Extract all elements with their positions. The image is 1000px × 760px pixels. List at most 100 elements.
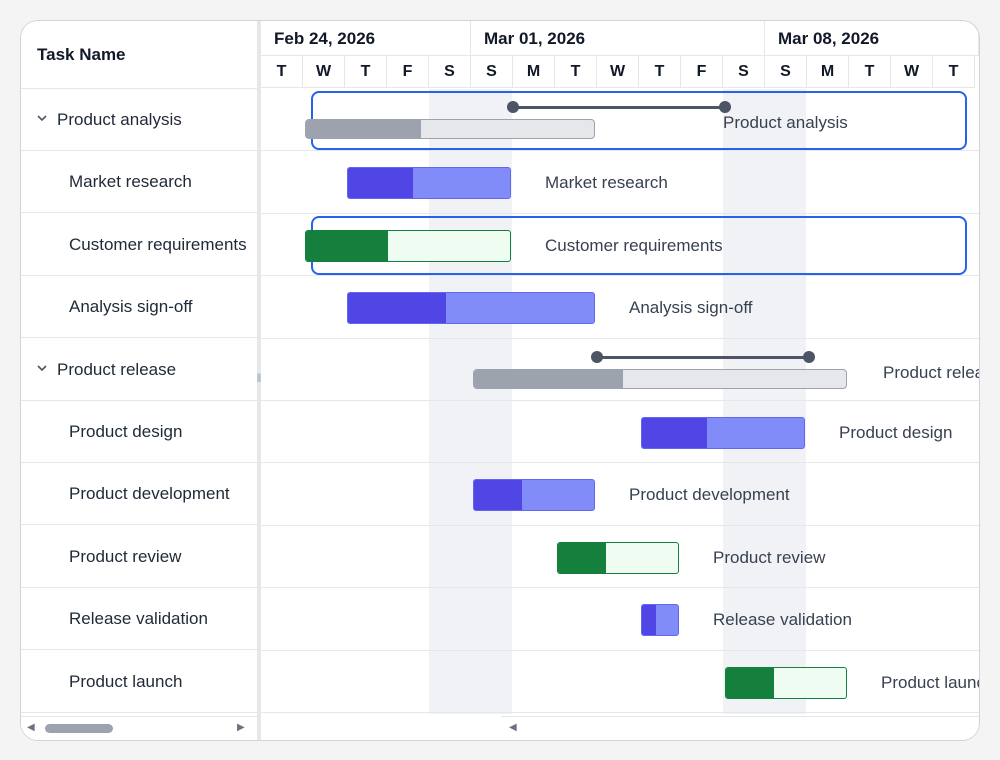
baseline-endpoint[interactable] [507, 101, 519, 113]
task-name: Customer requirements [69, 234, 247, 254]
day-header: S [471, 56, 513, 88]
baseline-endpoint[interactable] [719, 101, 731, 113]
progress-fill [558, 542, 606, 573]
chart-scroll-left-arrow-icon[interactable]: ◀ [509, 722, 517, 733]
chevron-down-icon[interactable] [35, 111, 49, 125]
task-bar-label: Product launch [881, 672, 979, 692]
task-name: Product design [69, 422, 183, 441]
day-header: W [891, 56, 933, 88]
baseline-endpoint[interactable] [591, 350, 603, 363]
progress-fill [474, 480, 522, 511]
progress-fill [642, 605, 657, 636]
task-bar-label: Release validation [713, 610, 852, 630]
row-divider [261, 150, 979, 152]
scroll-left-arrow-icon[interactable]: ◀ [27, 722, 35, 733]
task-bar-label: Product analysis [723, 113, 848, 132]
week-header: Feb 24, 2026 [261, 21, 471, 55]
task-row[interactable]: Customer requirements [21, 214, 257, 276]
summary-bar[interactable] [305, 119, 595, 139]
progress-fill [726, 667, 774, 698]
day-header: M [807, 56, 849, 88]
task-bar-label: Analysis sign-off [629, 298, 753, 318]
task-bar[interactable] [725, 666, 847, 699]
row-divider [261, 649, 979, 651]
progress-fill [474, 369, 623, 388]
day-header: W [597, 56, 639, 88]
week-header: Mar 08, 2026 [765, 21, 979, 55]
task-bar-label: Product development [629, 485, 790, 505]
task-bar[interactable] [557, 541, 679, 574]
task-bar-label: Product review [713, 547, 826, 567]
task-name: Release validation [69, 609, 208, 629]
chevron-down-icon[interactable] [35, 361, 49, 375]
task-row[interactable]: Product design [21, 401, 257, 463]
progress-fill [642, 418, 707, 448]
scroll-right-arrow-icon[interactable]: ▶ [237, 722, 245, 733]
task-row[interactable]: Release validation [21, 588, 257, 651]
task-row[interactable]: Product review [21, 526, 257, 588]
progress-fill [306, 230, 388, 261]
grid-horizontal-scrollbar[interactable]: ◀ ▶ [21, 716, 257, 740]
summary-bar[interactable] [473, 368, 847, 389]
task-row[interactable]: Product launch [21, 651, 257, 713]
task-bar[interactable] [641, 417, 805, 449]
day-header: F [387, 56, 429, 88]
task-row[interactable]: Market research [21, 151, 257, 214]
progress-fill [306, 120, 422, 138]
row-divider [261, 462, 979, 464]
task-row[interactable]: Product development [21, 463, 257, 526]
day-header: T [849, 56, 891, 88]
baseline-endpoint[interactable] [803, 350, 815, 363]
progress-fill [348, 168, 413, 199]
task-name: Product launch [69, 671, 183, 691]
day-header: T [345, 56, 387, 88]
weekend-shading [723, 89, 806, 714]
task-name: Product review [69, 546, 182, 566]
task-grid: Task Name Product analysis Market researc… [21, 21, 257, 740]
timeline-week-header [261, 21, 979, 56]
task-name: Product development [69, 484, 230, 504]
row-divider [261, 524, 979, 526]
chart-horizontal-scrollbar[interactable]: ◀ ▶ [501, 716, 979, 740]
day-header: S [429, 56, 471, 88]
summary-row[interactable]: Product release [21, 339, 257, 401]
day-header: F [681, 56, 723, 88]
day-header: T [933, 56, 975, 88]
task-name: Market research [69, 172, 192, 192]
row-divider [261, 337, 979, 339]
day-header: W [303, 56, 345, 88]
summary-row[interactable]: Product analysis [21, 89, 257, 151]
task-bar[interactable] [641, 604, 679, 637]
baseline-line [513, 106, 725, 109]
day-header: S [723, 56, 765, 88]
grid-scrollbar-thumb[interactable] [45, 724, 113, 733]
day-header: T [261, 56, 303, 88]
task-bar[interactable] [473, 479, 595, 512]
row-divider [261, 400, 979, 401]
splitter-grip-icon[interactable]: ‖ [256, 371, 262, 385]
task-bar-label: Market research [545, 173, 668, 193]
day-header: T [639, 56, 681, 88]
task-bar[interactable] [305, 229, 511, 262]
week-header: Mar 01, 2026 [471, 21, 765, 55]
row-divider [261, 212, 979, 214]
task-name-column-header: Task Name [37, 45, 126, 64]
task-row[interactable]: Analysis sign-off [21, 276, 257, 339]
task-bar-label: Product design [839, 423, 953, 442]
row-divider [261, 275, 979, 277]
day-header: M [513, 56, 555, 88]
task-name: Product analysis [57, 110, 182, 129]
task-bar-label: Customer requirements [545, 235, 723, 255]
task-bar-label: Product release [883, 362, 979, 382]
grid-chart-splitter[interactable] [257, 21, 261, 740]
progress-fill [348, 293, 447, 324]
day-header: S [765, 56, 807, 88]
task-name: Product release [57, 359, 177, 379]
task-grid-header[interactable]: Task Name [21, 21, 257, 89]
row-divider [261, 712, 979, 713]
day-header: T [555, 56, 597, 88]
task-bar[interactable] [347, 292, 595, 325]
task-bar[interactable] [347, 167, 511, 200]
gantt-chart: Task Name Product analysis Market researc… [20, 20, 980, 741]
